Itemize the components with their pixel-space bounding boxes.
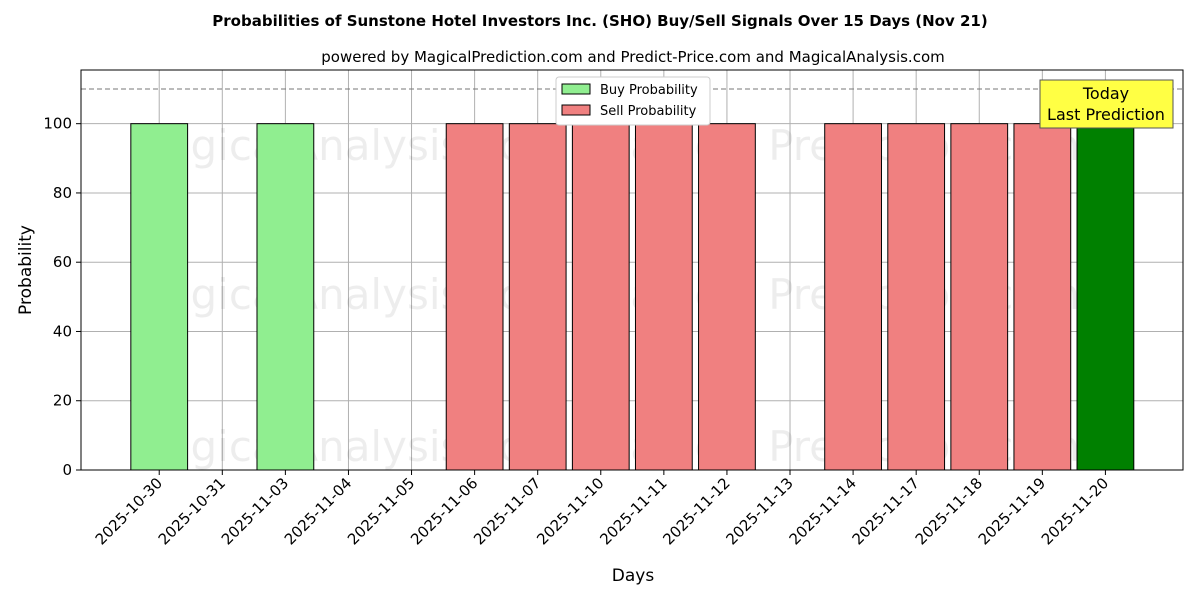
legend-swatch-sell [561,104,591,116]
bar-sell-probability [634,123,693,471]
bar-sell-probability [508,123,567,471]
y-tick-label: 40 [53,322,72,340]
x-tick-label: 2025-11-11 [596,474,670,548]
x-tick-label: 2025-11-10 [533,474,607,548]
x-tick-label: 2025-11-07 [470,474,544,548]
x-tick-label: 2025-11-17 [849,474,923,548]
y-tick-label: 60 [53,253,72,271]
legend-sell: Sell Probability [600,104,697,119]
x-tick-label: 2025-11-03 [218,474,292,548]
annotation-line2: Last Prediction [1047,105,1165,124]
bar-sell-probability [571,123,630,471]
bar-sell-probability [1013,123,1072,471]
chart-subtitle: powered by MagicalPrediction.com and Pre… [321,48,945,66]
x-tick-label: 2025-11-06 [407,474,481,548]
bar-sell-probability [887,123,946,471]
chart-title: Probabilities of Sunstone Hotel Investor… [212,12,987,30]
legend: Buy Probability Sell Probability [555,76,711,126]
x-tick-label: 2025-11-05 [344,474,418,548]
plot-frame [80,69,1184,471]
y-tick-label: 0 [62,461,72,479]
legend-buy: Buy Probability [600,83,698,98]
y-tick-label: 20 [53,392,72,410]
bar-buy-probability [130,123,189,471]
x-tick-label: 2025-11-12 [659,474,733,548]
legend-swatch-buy [561,83,591,95]
annotation-line1: Today [1082,84,1129,103]
bar-sell-probability [824,123,882,471]
x-axis-label: Days [612,566,655,586]
y-tick-label: 100 [43,115,72,133]
y-tick-label: 80 [53,184,72,202]
x-tick-label: 2025-10-30 [92,474,166,548]
x-tick-label: 2025-10-31 [155,474,229,548]
bar-buy-probability [256,123,315,471]
bar-sell-probability [698,123,756,471]
x-tick-label: 2025-11-20 [1038,474,1112,548]
bar-sell-probability [445,123,504,471]
today-annotation: Today Last Prediction [1039,79,1174,129]
bar-sell-probability [950,123,1009,471]
x-tick-label: 2025-11-13 [722,474,796,548]
bar-today [1076,123,1135,471]
x-tick-label: 2025-11-19 [975,474,1049,548]
x-tick-label: 2025-11-18 [912,474,986,548]
x-tick-label: 2025-11-14 [786,474,860,548]
x-tick-label: 2025-11-04 [281,474,355,548]
y-axis-label: Probability [16,225,36,315]
